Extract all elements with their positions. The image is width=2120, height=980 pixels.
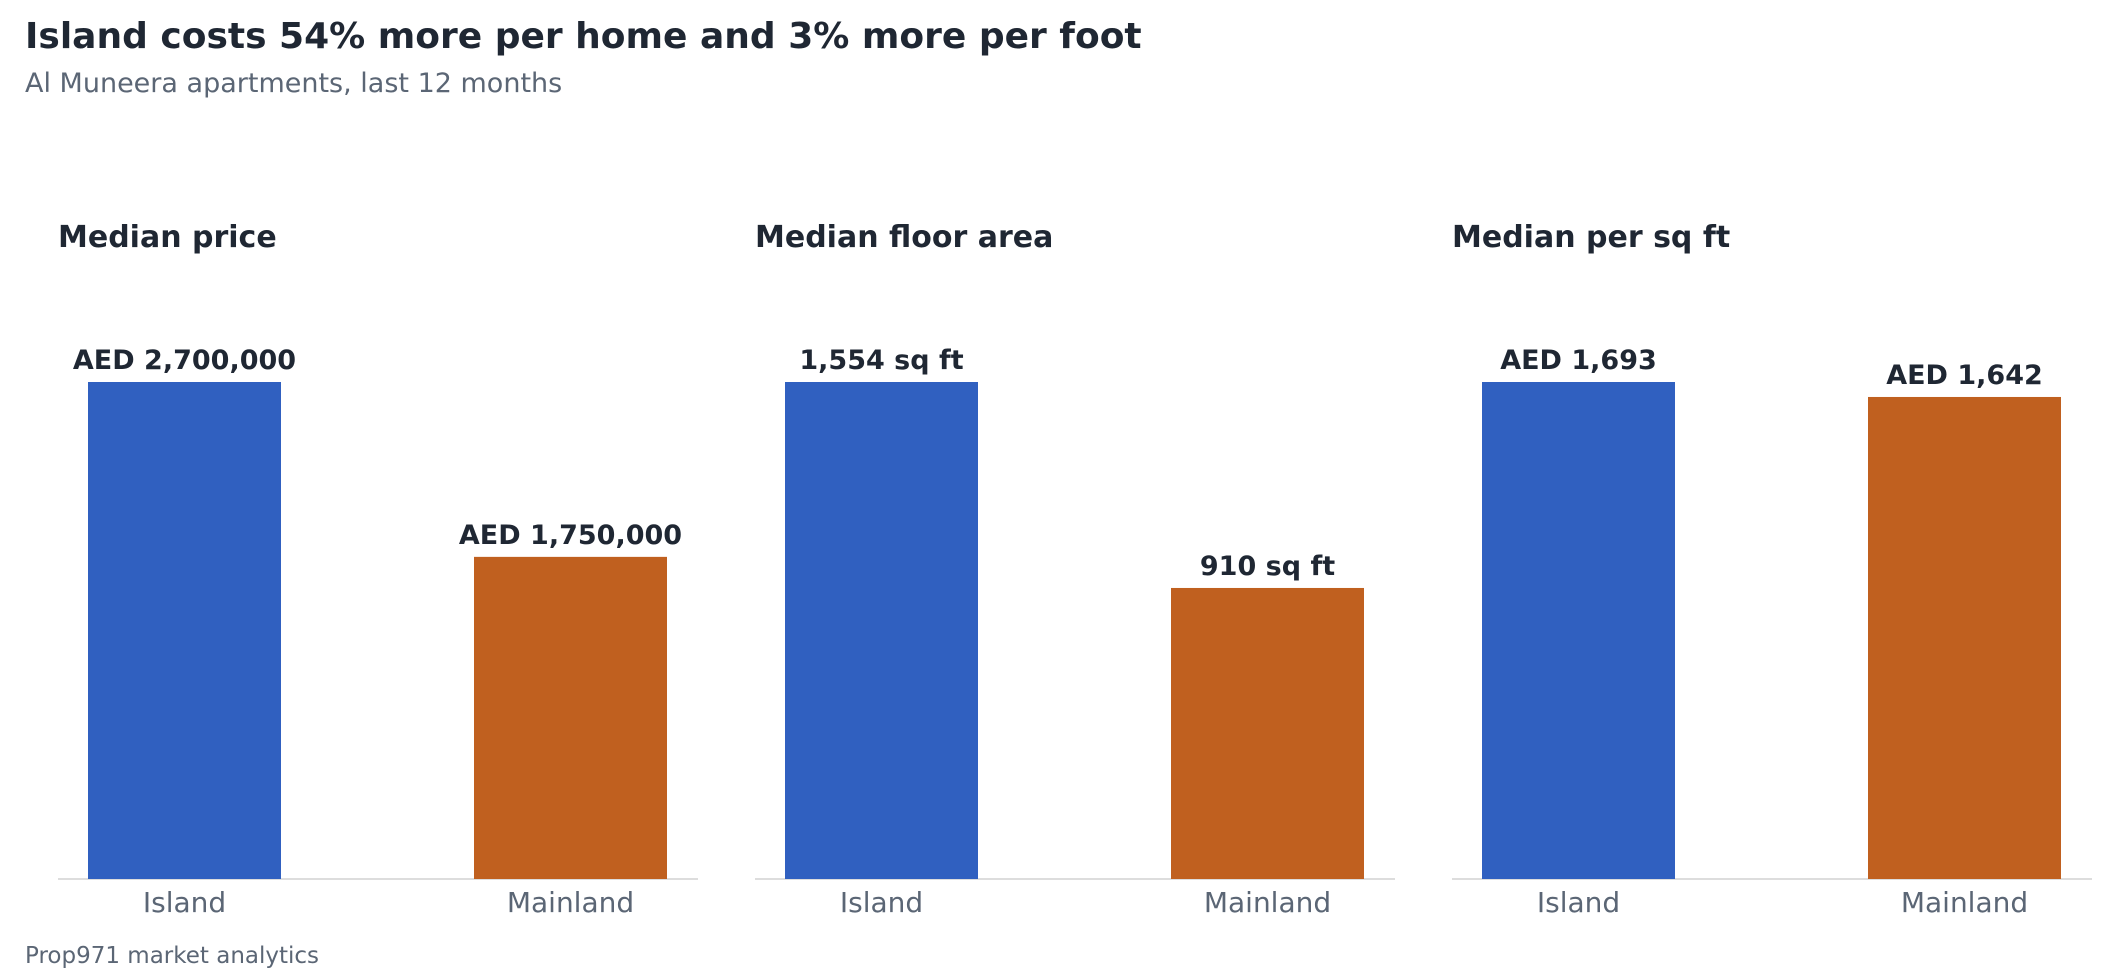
data-label: AED 2,700,000	[73, 345, 296, 376]
data-label: AED 1,693	[1500, 345, 1657, 376]
chart-title: Island costs 54% more per home and 3% mo…	[25, 16, 1142, 57]
data-label: 910 sq ft	[1200, 551, 1335, 582]
tick-label: Island	[1537, 886, 1620, 919]
data-label: 1,554 sq ft	[799, 345, 963, 376]
tick-label: Mainland	[507, 886, 634, 919]
panel-title: Median price	[58, 220, 277, 255]
bar-island	[88, 382, 281, 879]
tick-label: Island	[143, 886, 226, 919]
bar-island	[1482, 382, 1675, 879]
tick-label: Mainland	[1901, 886, 2028, 919]
bar-mainland	[1868, 396, 2061, 879]
tick-label: Mainland	[1204, 886, 1331, 919]
source-note: Prop971 market analytics	[25, 943, 320, 969]
tick-label: Island	[840, 886, 923, 919]
panel-title: Median per sq ft	[1452, 220, 1730, 255]
bar-island	[785, 382, 978, 879]
chart-subtitle: Al Muneera apartments, last 12 months	[25, 68, 563, 99]
data-label: AED 1,642	[1886, 360, 2043, 391]
panel-title: Median floor area	[755, 220, 1053, 255]
bar-mainland	[1171, 587, 1364, 879]
data-label: AED 1,750,000	[459, 520, 682, 551]
bar-mainland	[474, 556, 667, 879]
